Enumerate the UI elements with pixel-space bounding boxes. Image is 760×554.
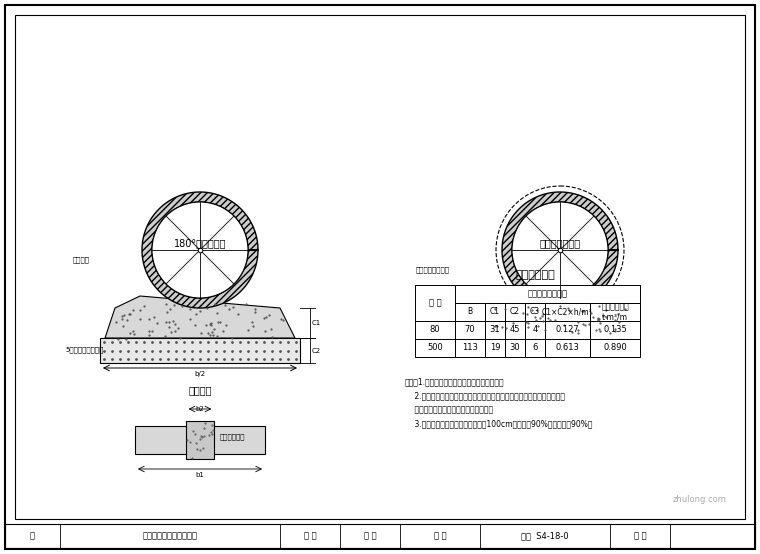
Text: 复 核: 复 核 [364, 531, 376, 541]
Text: 113: 113 [462, 343, 478, 352]
Text: 0.890: 0.890 [603, 343, 627, 352]
Text: 水泥岁纤维接口: 水泥岁纤维接口 [540, 238, 581, 248]
Text: b1: b1 [195, 472, 204, 478]
Bar [525, 339, 545, 357]
Bar [415, 321, 455, 339]
Bar [485, 339, 505, 357]
Text: B: B [467, 307, 473, 316]
Text: 沥青水泥砂浆: 沥青水泥砂浆 [220, 434, 245, 440]
Text: C2: C2 [312, 348, 321, 354]
Bar [545, 339, 590, 357]
Text: 6: 6 [532, 343, 537, 352]
Text: 抓管接口: 抓管接口 [188, 385, 212, 395]
Text: 排水管基础、接口构造图: 排水管基础、接口构造图 [143, 531, 198, 541]
Bar [100, 338, 300, 363]
Bar [415, 285, 455, 321]
Text: 水泥砂浆用量
t·m³/m: 水泥砂浆用量 t·m³/m [601, 302, 629, 322]
Text: C1: C1 [490, 307, 500, 316]
Text: 设 计: 设 计 [304, 531, 316, 541]
Text: 管 径: 管 径 [429, 299, 442, 307]
Text: 80: 80 [429, 326, 440, 335]
Bar [505, 321, 525, 339]
Bar [505, 339, 525, 357]
Text: 5号水泥砂浆套接头: 5号水泥砂浆套接头 [65, 347, 103, 353]
Text: 4: 4 [532, 326, 537, 335]
Text: b2: b2 [195, 406, 204, 412]
Text: 审 核: 审 核 [434, 531, 446, 541]
Text: 0.135: 0.135 [603, 326, 627, 335]
Polygon shape [142, 192, 258, 308]
Circle shape [152, 202, 248, 298]
Text: 0.127: 0.127 [556, 326, 579, 335]
Text: 500: 500 [427, 343, 443, 352]
Bar [455, 321, 485, 339]
Bar [505, 303, 525, 321]
Circle shape [512, 202, 608, 298]
Text: 图号  S4-18-0: 图号 S4-18-0 [521, 531, 568, 541]
Text: 手山接缝，以使整个管基统一为一体。: 手山接缝，以使整个管基统一为一体。 [405, 405, 493, 414]
Text: 3.基础混凝土渗透系数要求：管内100cm内不小于90%，全不小于90%。: 3.基础混凝土渗透系数要求：管内100cm内不小于90%，全不小于90%。 [405, 419, 593, 428]
Bar [415, 339, 455, 357]
Bar [455, 303, 485, 321]
Text: 0.613: 0.613 [556, 343, 579, 352]
Text: 19: 19 [489, 343, 500, 352]
Text: 管道间隙填充砂浆: 管道间隙填充砂浆 [416, 266, 450, 273]
Text: 70: 70 [464, 326, 475, 335]
Bar [5, 524, 755, 548]
Text: 2.当施工中遇到在已展开底层施工地段时，应在水泥山施工时同时用护层: 2.当施工中遇到在已展开底层施工地段时，应在水泥山施工时同时用护层 [405, 391, 565, 400]
Bar [590, 321, 640, 339]
Polygon shape [502, 192, 618, 308]
Bar [525, 321, 545, 339]
Bar [485, 321, 505, 339]
Text: 30: 30 [510, 343, 521, 352]
Bar [185, 421, 214, 459]
Text: 日 期: 日 期 [634, 531, 646, 541]
Polygon shape [480, 300, 640, 333]
Polygon shape [105, 296, 295, 338]
Bar [545, 303, 590, 321]
Text: zhulong.com: zhulong.com [673, 495, 727, 505]
Bar [590, 303, 640, 321]
Text: C3: C3 [530, 307, 540, 316]
Bar [545, 321, 590, 339]
Text: C1: C1 [312, 320, 321, 326]
Bar [455, 285, 640, 303]
Text: 说明：1.图中尺寸除角度外，其余均为毫米计。: 说明：1.图中尺寸除角度外，其余均为毫米计。 [405, 377, 505, 386]
Text: 45: 45 [510, 326, 521, 335]
Bar [455, 339, 485, 357]
Text: b/2: b/2 [195, 371, 205, 377]
Bar [135, 426, 189, 454]
Text: 切挖范围: 切挖范围 [73, 257, 90, 263]
Text: C1×C2×h/m³: C1×C2×h/m³ [542, 307, 593, 316]
Text: 尺寸及材料表: 尺寸及材料表 [515, 270, 555, 280]
Text: 院: 院 [30, 531, 35, 541]
Bar [525, 303, 545, 321]
Bar [211, 426, 265, 454]
Text: C2: C2 [510, 307, 520, 316]
Text: 180°混凝土基础: 180°混凝土基础 [174, 238, 226, 248]
Bar [590, 339, 640, 357]
Text: 抹带接口管基基础: 抹带接口管基基础 [527, 290, 568, 299]
Bar [485, 303, 505, 321]
Text: 31: 31 [489, 326, 500, 335]
